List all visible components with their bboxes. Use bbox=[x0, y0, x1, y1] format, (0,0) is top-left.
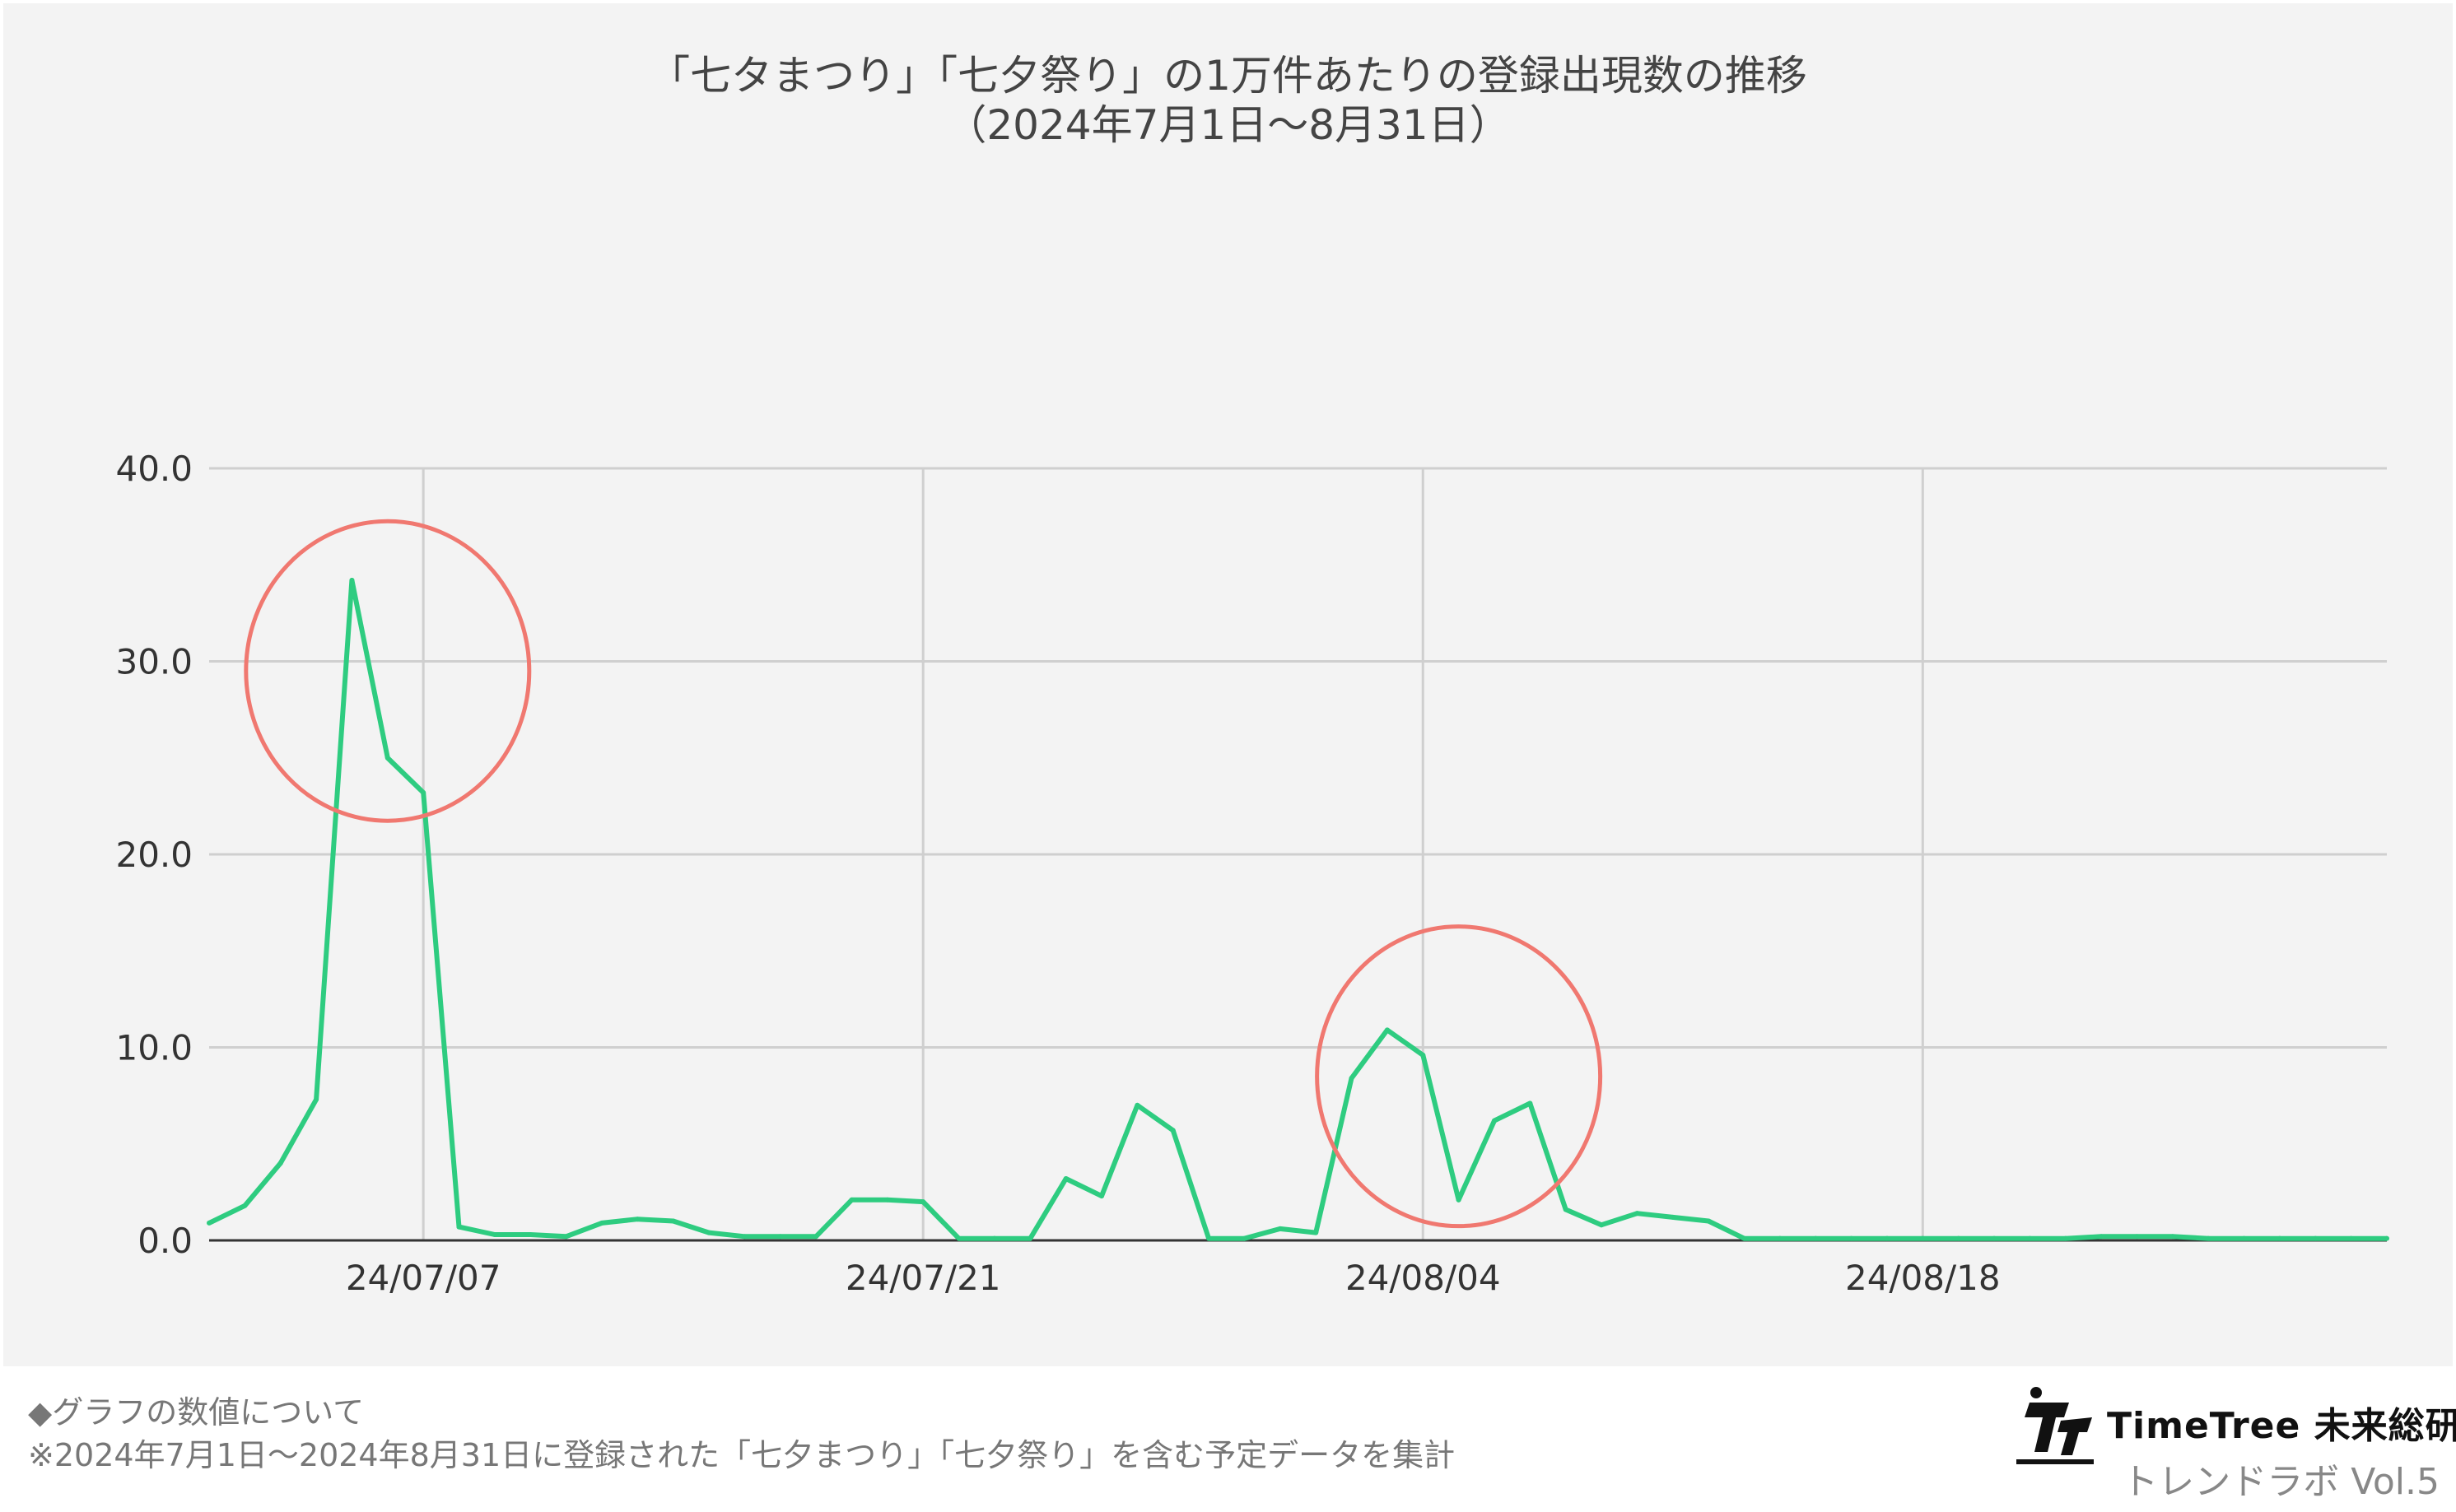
data-point bbox=[2099, 1234, 2104, 1240]
data-point bbox=[1242, 1235, 1247, 1241]
data-point bbox=[1670, 1214, 1675, 1220]
line-chart: 40.0 30.0 20.0 10.0 0.0 24/07/07 24/07/21 24/08… bbox=[115, 449, 2389, 1298]
data-point bbox=[2169, 1234, 2175, 1240]
data-point bbox=[706, 1230, 712, 1235]
chart-title-line1: 「七タまつり」「七夕祭り」の1万件あたりの登録出現数の推移 bbox=[649, 52, 1807, 100]
series-line bbox=[207, 578, 2387, 1241]
data-point bbox=[2241, 1235, 2247, 1241]
data-point bbox=[2062, 1235, 2068, 1241]
data-point bbox=[1741, 1235, 1747, 1241]
data-point bbox=[528, 1231, 534, 1237]
axes: 40.0 30.0 20.0 10.0 0.0 24/07/07 24/07/21 24/08… bbox=[115, 449, 2387, 1298]
data-point bbox=[2027, 1235, 2033, 1241]
data-point bbox=[277, 1161, 283, 1166]
y-tick-label: 20.0 bbox=[115, 835, 193, 875]
data-point bbox=[242, 1203, 248, 1208]
data-point bbox=[492, 1231, 497, 1237]
data-point bbox=[1277, 1226, 1283, 1231]
data-point bbox=[349, 578, 355, 584]
data-point bbox=[207, 1220, 212, 1226]
data-point bbox=[920, 1199, 926, 1205]
x-tick-label: 24/08/04 bbox=[1345, 1258, 1501, 1298]
data-point bbox=[1992, 1235, 1997, 1241]
data-point bbox=[384, 755, 390, 761]
y-tick-label: 10.0 bbox=[115, 1028, 193, 1068]
footer-note-line1: ◆グラフの数値について bbox=[28, 1394, 365, 1431]
data-point bbox=[884, 1197, 890, 1203]
data-point bbox=[1170, 1128, 1176, 1133]
data-point bbox=[2206, 1235, 2211, 1241]
data-point bbox=[2277, 1235, 2282, 1241]
data-point bbox=[1884, 1235, 1890, 1241]
chart-title: 「七タまつり」「七夕祭り」の1万件あたりの登録出現数の推移 （2024年7月1日… bbox=[3, 51, 2453, 150]
data-point bbox=[1384, 1027, 1390, 1033]
data-point bbox=[1813, 1235, 1819, 1241]
data-point bbox=[1848, 1235, 1854, 1241]
data-point bbox=[1456, 1197, 1461, 1203]
footer-note-line2: ※2024年7月1日〜2024年8月31日に登録された「七夕まつり」「七夕祭り」… bbox=[28, 1437, 1456, 1473]
data-point bbox=[1527, 1100, 1533, 1106]
data-point bbox=[1777, 1235, 1783, 1241]
highlights bbox=[244, 519, 1603, 1229]
brand-subtitle: トレンドラボ Vol.5 bbox=[2122, 1461, 2440, 1503]
data-point bbox=[1920, 1235, 1926, 1241]
y-tick-label: 40.0 bbox=[115, 449, 193, 489]
data-point bbox=[1634, 1211, 1640, 1217]
data-point bbox=[1349, 1076, 1354, 1082]
data-point bbox=[599, 1220, 604, 1226]
data-point bbox=[813, 1234, 819, 1240]
data-point bbox=[1955, 1235, 1961, 1241]
highlight-circle bbox=[244, 519, 532, 823]
data-point bbox=[956, 1235, 962, 1241]
data-point bbox=[1206, 1235, 1212, 1241]
grid bbox=[209, 467, 2387, 1242]
x-tick-label: 24/08/18 bbox=[1845, 1258, 2001, 1298]
data-point bbox=[1599, 1222, 1605, 1228]
data-point bbox=[991, 1235, 997, 1241]
data-point bbox=[670, 1218, 676, 1224]
data-point bbox=[2134, 1234, 2140, 1240]
data-point bbox=[742, 1234, 748, 1240]
chart-title-line2: （2024年7月1日〜8月31日） bbox=[945, 101, 1511, 149]
data-point bbox=[421, 789, 426, 795]
footer-note: ◆グラフの数値について ※2024年7月1日〜2024年8月31日に登録された「… bbox=[28, 1391, 1455, 1477]
data-point bbox=[2384, 1235, 2389, 1241]
highlight-circle bbox=[1315, 924, 1603, 1229]
series bbox=[207, 578, 2389, 1241]
data-point bbox=[635, 1217, 641, 1222]
chart-panel: 「七タまつり」「七夕祭り」の1万件あたりの登録出現数の推移 （2024年7月1日… bbox=[3, 3, 2453, 1366]
data-point bbox=[563, 1234, 569, 1240]
x-tick-label: 24/07/21 bbox=[846, 1258, 1001, 1298]
data-point bbox=[2348, 1235, 2354, 1241]
brand-name: TimeTree 未来総研 bbox=[2107, 1405, 2456, 1447]
data-point bbox=[1135, 1102, 1140, 1108]
timetree-logo-icon bbox=[2016, 1387, 2094, 1464]
data-point bbox=[849, 1197, 855, 1203]
data-point bbox=[777, 1234, 783, 1240]
data-point bbox=[1063, 1175, 1069, 1181]
data-point bbox=[456, 1224, 462, 1230]
data-point bbox=[1563, 1207, 1568, 1212]
data-point bbox=[1706, 1218, 1712, 1224]
data-point bbox=[1491, 1118, 1497, 1124]
x-tick-label: 24/07/07 bbox=[346, 1258, 501, 1298]
data-point bbox=[1313, 1230, 1319, 1235]
data-point bbox=[2313, 1235, 2319, 1241]
brand: TimeTree 未来総研 トレンドラボ Vol.5 bbox=[2011, 1384, 2456, 1503]
data-point bbox=[1099, 1193, 1105, 1199]
y-tick-label: 0.0 bbox=[137, 1221, 193, 1261]
data-point bbox=[1420, 1052, 1426, 1058]
data-point bbox=[1028, 1235, 1033, 1241]
y-tick-label: 30.0 bbox=[115, 642, 193, 682]
data-point bbox=[314, 1096, 319, 1102]
